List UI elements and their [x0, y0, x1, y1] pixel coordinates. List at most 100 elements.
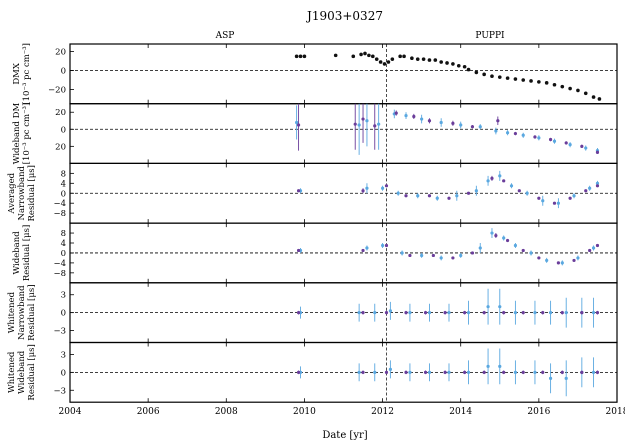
data-point	[564, 141, 568, 145]
x-tick-label: 2014	[449, 407, 472, 417]
data-point	[439, 120, 443, 125]
data-point	[359, 52, 363, 57]
data-point	[384, 243, 389, 248]
data-point	[556, 201, 560, 205]
data-point	[386, 60, 391, 64]
data-point	[333, 53, 338, 58]
data-point	[373, 370, 377, 374]
y-axis-label-line: Narrowband	[17, 285, 27, 340]
y-tick-label: 0	[61, 67, 66, 77]
data-point	[513, 311, 518, 315]
data-point	[502, 179, 506, 183]
data-point	[568, 196, 572, 200]
y-tick-label: 0	[61, 309, 66, 319]
data-point	[435, 196, 439, 200]
y-axis-label-line: [10⁻³ pc cm⁻³]	[22, 103, 32, 165]
y-tick-label: 4	[61, 179, 66, 189]
data-layer	[296, 228, 600, 266]
data-point	[402, 54, 406, 59]
y-axis-label-line: Residual [μs]	[22, 225, 32, 281]
data-point	[455, 194, 459, 198]
data-point	[380, 186, 385, 190]
y-axis-label-line: Wideband DM	[12, 103, 22, 165]
data-point	[363, 51, 367, 56]
x-tick-label: 2008	[215, 407, 238, 417]
chart-title: J1903+0327	[305, 9, 383, 23]
data-point	[463, 311, 467, 315]
y-axis-label-line: Residual [μs]	[27, 284, 37, 340]
data-point	[466, 370, 471, 374]
y-tick-label: 3	[61, 291, 66, 301]
data-point	[384, 184, 389, 188]
data-point	[494, 129, 498, 133]
y-tick-label: 4	[61, 239, 66, 249]
data-point	[466, 67, 471, 72]
data-point	[365, 119, 369, 123]
data-point	[568, 86, 572, 91]
data-point	[447, 311, 451, 315]
data-point	[357, 311, 361, 315]
data-point	[486, 364, 490, 368]
data-point	[541, 311, 545, 315]
data-point	[521, 133, 525, 137]
y-tick-label: 0	[61, 125, 66, 135]
panel-2: 20 0 20 Wideband DM [10⁻³ pc cm⁻³]	[12, 103, 618, 165]
data-point	[498, 305, 502, 309]
data-point	[404, 194, 408, 198]
panel-frame	[69, 43, 618, 105]
y-tick-label: −3	[53, 327, 66, 337]
data-point	[302, 54, 307, 59]
data-point	[482, 311, 486, 315]
x-tick-label: 2012	[371, 407, 394, 417]
data-point	[572, 194, 576, 198]
data-point	[365, 186, 369, 190]
data-point	[541, 370, 545, 374]
data-point	[427, 194, 432, 198]
data-point	[509, 184, 514, 188]
data-point	[521, 78, 526, 82]
x-tick-label: 2010	[293, 407, 316, 417]
y-tick-label: 0	[61, 368, 66, 378]
data-point	[545, 258, 549, 263]
data-point	[537, 196, 541, 200]
data-point	[529, 251, 533, 255]
y-tick-label: 8	[61, 229, 66, 239]
data-point	[595, 184, 600, 188]
data-point	[572, 258, 576, 263]
data-point	[361, 370, 365, 374]
data-point	[396, 191, 400, 195]
data-point	[560, 84, 565, 89]
data-point	[459, 253, 463, 258]
data-point	[420, 253, 424, 258]
data-point	[521, 370, 525, 374]
data-point	[580, 370, 584, 374]
data-point	[382, 62, 387, 66]
data-point	[478, 125, 482, 129]
data-point	[591, 95, 596, 99]
data-point	[513, 77, 518, 81]
data-point	[490, 231, 494, 235]
data-point	[490, 74, 494, 79]
data-point	[496, 119, 500, 123]
data-point	[380, 243, 385, 248]
data-layer	[296, 170, 600, 209]
data-point	[560, 261, 564, 265]
data-point	[529, 79, 533, 83]
data-point	[470, 251, 475, 255]
data-point	[591, 370, 596, 374]
y-axis-label-line: Residual [μs]	[27, 165, 37, 221]
data-point	[580, 311, 584, 315]
data-point	[439, 256, 443, 260]
y-tick-label: 20	[55, 108, 66, 118]
data-point	[564, 311, 568, 315]
data-point	[416, 194, 420, 198]
data-layer	[296, 348, 600, 397]
x-tick-label: 2006	[137, 407, 160, 417]
panel-5: 3 0 −3 Whitened Narrowband Residual [μs]	[7, 282, 618, 344]
data-point	[521, 311, 525, 315]
data-point	[552, 139, 557, 143]
data-point	[548, 376, 553, 380]
data-point	[498, 174, 502, 178]
